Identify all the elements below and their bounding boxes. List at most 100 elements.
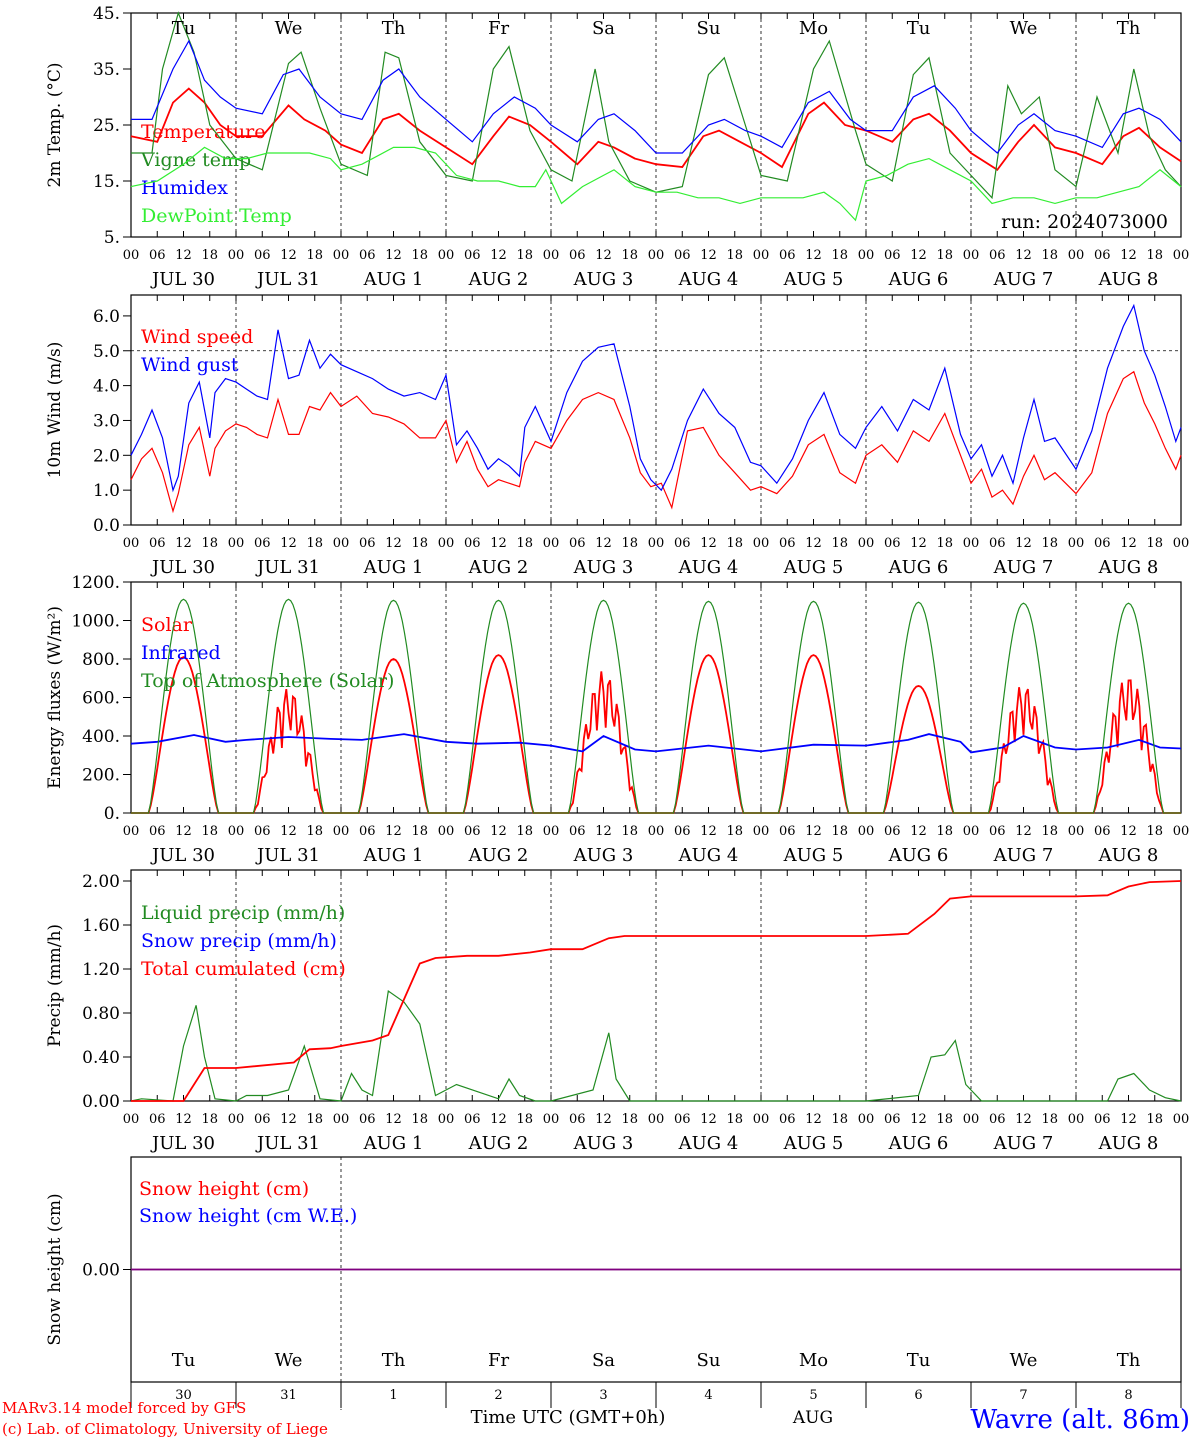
date-label: AUG 4 — [678, 269, 739, 290]
hour-label: 18 — [726, 248, 743, 263]
hour-label: 06 — [779, 1112, 796, 1127]
y-axis-label-energy: Energy fluxes (W/m²) — [45, 606, 65, 789]
weekday-label: Su — [697, 18, 721, 39]
run-label: run: 2024073000 — [1001, 211, 1168, 233]
date-label: AUG 5 — [783, 1133, 844, 1154]
weekday-label: Tu — [907, 1350, 931, 1371]
hour-label: 06 — [674, 248, 691, 263]
hour-label: 06 — [464, 248, 481, 263]
date-label: AUG 1 — [363, 845, 424, 866]
date-label: AUG 8 — [1098, 557, 1159, 578]
hour-label: 00 — [543, 248, 560, 263]
hour-label: 12 — [700, 248, 717, 263]
weekday-label: Th — [1117, 18, 1141, 39]
legend-temp-2: Humidex — [141, 177, 228, 199]
date-label: AUG 4 — [678, 557, 739, 578]
hour-label: 18 — [621, 1112, 638, 1127]
y-tick-label: 0.00 — [82, 1092, 120, 1112]
hour-label: 06 — [569, 824, 586, 839]
hour-label: 06 — [674, 824, 691, 839]
date-label: JUL 31 — [255, 1133, 320, 1154]
hour-label: 12 — [805, 248, 822, 263]
hour-label: 18 — [1041, 824, 1058, 839]
date-label: JUL 30 — [150, 1133, 215, 1154]
hour-label: 00 — [438, 536, 455, 551]
hour-label: 06 — [1094, 248, 1111, 263]
day-number-label: 7 — [1019, 1388, 1027, 1403]
weekday-label: Fr — [488, 1350, 509, 1371]
hour-label: 00 — [333, 248, 350, 263]
y-tick-label: 200. — [82, 766, 120, 786]
weekday-label: Th — [382, 1350, 406, 1371]
y-tick-label: 1.0 — [93, 481, 120, 501]
y-axis-label-precip: Precip (mm/h) — [45, 924, 65, 1047]
date-label: AUG 5 — [783, 557, 844, 578]
y-axis-label-snow: Snow height (cm) — [45, 1193, 65, 1345]
hour-label: 18 — [201, 248, 218, 263]
hour-label: 18 — [411, 248, 428, 263]
hour-label: 18 — [306, 536, 323, 551]
hour-label: 12 — [805, 1112, 822, 1127]
series-line-temp-2 — [131, 39, 1182, 154]
hour-label: 18 — [936, 1112, 953, 1127]
hour-label: 18 — [621, 536, 638, 551]
hour-label: 00 — [963, 536, 980, 551]
date-label: AUG 6 — [888, 269, 949, 290]
hour-label: 18 — [516, 824, 533, 839]
y-tick-label: 0. — [104, 804, 120, 824]
hour-label: 06 — [989, 824, 1006, 839]
hour-label: 12 — [700, 536, 717, 551]
legend-energy-0: Solar — [141, 614, 193, 636]
hour-label: 18 — [201, 1112, 218, 1127]
hour-label: 06 — [149, 536, 166, 551]
hour-label: 06 — [1094, 824, 1111, 839]
hour-label: 00 — [858, 1112, 875, 1127]
hour-label: 06 — [359, 824, 376, 839]
y-tick-label: 1.20 — [82, 960, 120, 980]
hour-label: 00 — [648, 1112, 665, 1127]
hour-label: 06 — [569, 536, 586, 551]
hour-label: 00 — [123, 824, 140, 839]
hour-label: 00 — [438, 824, 455, 839]
series-line-precip-2 — [131, 880, 1182, 1102]
hour-label: 00 — [333, 536, 350, 551]
hour-label: 12 — [490, 1112, 507, 1127]
weekday-label: Su — [697, 1350, 721, 1371]
hour-label: 18 — [201, 536, 218, 551]
date-label: AUG 3 — [573, 269, 634, 290]
hour-label: 12 — [805, 824, 822, 839]
weekday-label: Mo — [799, 18, 828, 39]
series-line-temp-1 — [131, 11, 1182, 200]
weekday-label: Tu — [172, 1350, 196, 1371]
day-number-label: 2 — [494, 1388, 502, 1403]
hour-label: 00 — [963, 248, 980, 263]
hour-label: 12 — [490, 536, 507, 551]
hour-label: 00 — [438, 1112, 455, 1127]
series-line-temp-3 — [130, 146, 1182, 222]
hour-label: 12 — [1120, 536, 1137, 551]
hour-label: 12 — [1015, 1112, 1032, 1127]
hour-label: 06 — [254, 1112, 271, 1127]
hour-label: 06 — [254, 824, 271, 839]
hour-label: 00 — [753, 824, 770, 839]
y-axis-label-temp: 2m Temp. (°C) — [45, 62, 65, 187]
hour-label: 06 — [779, 824, 796, 839]
hour-label: 06 — [1094, 1112, 1111, 1127]
hour-label: 06 — [989, 248, 1006, 263]
hour-label: 06 — [779, 248, 796, 263]
hour-label: 06 — [884, 248, 901, 263]
hour-label: 06 — [569, 248, 586, 263]
date-label: JUL 31 — [255, 269, 320, 290]
hour-label: 12 — [280, 536, 297, 551]
hour-label: 12 — [910, 536, 927, 551]
hour-label: 06 — [1094, 536, 1111, 551]
date-label: AUG 3 — [573, 845, 634, 866]
date-label: AUG 2 — [468, 845, 529, 866]
hour-label: 12 — [175, 1112, 192, 1127]
date-label: JUL 30 — [150, 269, 215, 290]
hour-label: 06 — [149, 1112, 166, 1127]
y-tick-label: 6.0 — [93, 307, 120, 327]
hour-label: 18 — [1041, 248, 1058, 263]
hour-label: 18 — [1146, 824, 1163, 839]
hour-label: 00 — [1173, 536, 1190, 551]
